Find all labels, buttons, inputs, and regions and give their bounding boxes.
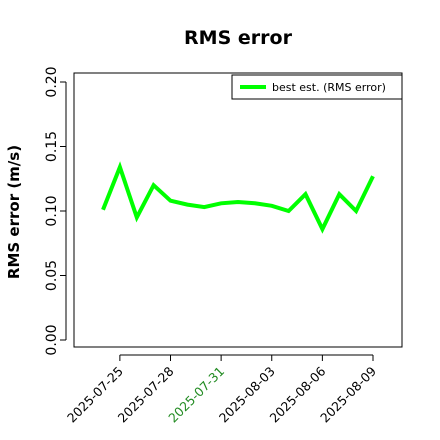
y-tick-label: 0.05: [44, 260, 60, 291]
y-axis-label: RMS error (m/s): [5, 145, 23, 279]
y-tick-label: 0.00: [44, 324, 60, 355]
plot-frame: [73, 72, 403, 348]
y-tick-label: 0.20: [44, 66, 60, 97]
series-group: [101, 161, 375, 234]
chart-title: RMS error: [184, 27, 293, 49]
legend: best est. (RMS error): [231, 74, 403, 100]
x-axis: 2025-07-252025-07-282025-07-312025-08-03…: [64, 354, 379, 425]
y-axis: 0.00 0.05 0.10 0.15 0.20: [44, 66, 67, 356]
y-tick-label: 0.10: [44, 195, 60, 226]
y-tick-label: 0.15: [44, 131, 60, 162]
series-line: [101, 161, 375, 234]
legend-label: best est. (RMS error): [272, 81, 386, 94]
